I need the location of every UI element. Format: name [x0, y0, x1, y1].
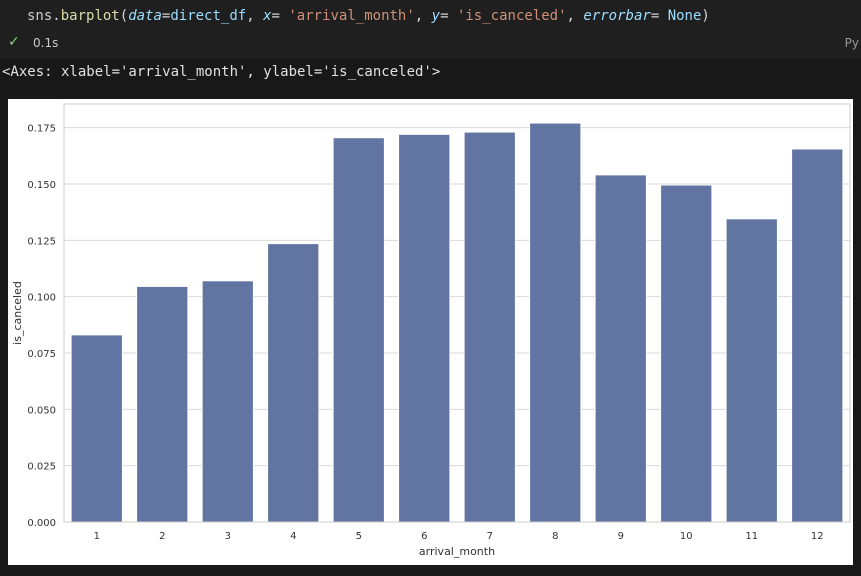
x-tick-label: 3 — [225, 531, 231, 542]
code-token: = — [161, 8, 171, 24]
x-tick-label: 7 — [487, 531, 493, 542]
language-label[interactable]: Py — [844, 36, 859, 50]
x-tick-label: 8 — [552, 531, 558, 542]
x-tick-label: 5 — [356, 531, 362, 542]
y-tick-label: 0.175 — [27, 124, 56, 135]
code-token: 'is_canceled' — [456, 8, 567, 24]
code-token: x — [263, 8, 272, 24]
code-token: direct_df — [170, 8, 247, 24]
code-token: 'arrival_month' — [288, 8, 415, 24]
x-tick-label: 11 — [745, 531, 758, 542]
y-tick-label: 0.150 — [27, 180, 56, 191]
y-tick-label: 0.100 — [27, 293, 56, 304]
y-tick-label: 0.000 — [27, 518, 56, 529]
x-tick-label: 1 — [94, 531, 100, 542]
x-tick-label: 6 — [421, 531, 427, 542]
code-token: ( — [119, 8, 129, 24]
bar — [136, 286, 189, 523]
code-line[interactable]: sns.barplot(data=direct_df, x= 'arrival_… — [27, 8, 710, 24]
y-tick-label: 0.075 — [27, 349, 56, 360]
plot-image: 0.000 0.025 0.050 0.075 0.100 0.125 0.150 0.175… — [8, 99, 853, 565]
code-token: = — [271, 8, 289, 24]
code-token: data — [128, 8, 162, 24]
code-token: errorbar — [583, 8, 651, 24]
output-repr: <Axes: xlabel='arrival_month', ylabel='i… — [2, 64, 441, 80]
bar — [660, 184, 713, 523]
code-token: . — [52, 8, 61, 24]
bar — [725, 218, 778, 523]
bar — [70, 334, 123, 523]
code-token: ) — [701, 8, 710, 24]
bar — [398, 134, 451, 523]
code-cell[interactable]: sns.barplot(data=direct_df, x= 'arrival_… — [0, 0, 861, 58]
y-tick-label: 0.025 — [27, 462, 56, 473]
axes-frame — [63, 103, 851, 523]
bar — [791, 148, 844, 523]
code-token: sns — [27, 8, 53, 24]
x-tick-label: 10 — [680, 531, 693, 542]
x-tick-label: 4 — [290, 531, 296, 542]
code-token: , — [414, 8, 432, 24]
bar — [463, 131, 516, 523]
code-token: = — [440, 8, 457, 24]
code-token: barplot — [60, 8, 120, 24]
code-token: = — [650, 8, 668, 24]
x-tick-label: 9 — [618, 531, 624, 542]
y-tick-label: 0.125 — [27, 236, 56, 247]
y-tick-label: 0.050 — [27, 405, 56, 416]
y-axis-label: is_canceled — [11, 281, 24, 345]
x-tick-label: 2 — [159, 531, 165, 542]
code-token: y — [431, 8, 441, 24]
bar — [267, 243, 320, 523]
bar-chart: 0.000 0.025 0.050 0.075 0.100 0.125 0.150 0.175… — [11, 103, 851, 558]
x-tick-label: 12 — [811, 531, 824, 542]
bar — [529, 122, 582, 523]
bar — [594, 174, 647, 523]
code-token: , — [566, 8, 584, 24]
bar — [332, 137, 385, 523]
code-token: , — [246, 8, 264, 24]
bar — [201, 280, 254, 523]
execution-status: ✓ 0.1s Py — [0, 34, 861, 54]
execution-time: 0.1s — [33, 36, 59, 50]
x-axis-label: arrival_month — [419, 545, 495, 558]
code-token: None — [667, 8, 702, 24]
check-icon: ✓ — [8, 34, 20, 50]
